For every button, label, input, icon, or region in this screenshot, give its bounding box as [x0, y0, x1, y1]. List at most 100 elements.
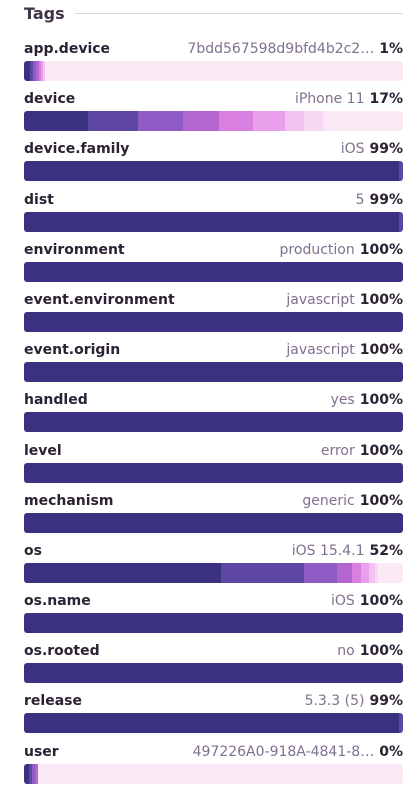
tag-distribution-bar[interactable]: [24, 311, 403, 332]
tag-row-level: level error 100%: [24, 441, 403, 491]
tag-key-label[interactable]: device: [24, 91, 76, 108]
distribution-segment[interactable]: [24, 613, 403, 634]
top-value-summary: no 100%: [337, 643, 403, 659]
tag-key-label[interactable]: release: [24, 693, 82, 710]
distribution-segment[interactable]: [351, 562, 362, 583]
top-value-percent: 1%: [379, 41, 403, 57]
distribution-segment[interactable]: [137, 111, 184, 132]
tag-distribution-bar[interactable]: [24, 61, 403, 81]
distribution-segment[interactable]: [399, 713, 403, 734]
distribution-segment[interactable]: [35, 763, 38, 784]
distribution-segment[interactable]: [24, 562, 222, 583]
tag-distribution-bar[interactable]: [24, 763, 403, 784]
distribution-segment[interactable]: [24, 111, 89, 132]
tag-key-label[interactable]: handled: [24, 392, 88, 409]
top-value-percent: 100%: [359, 492, 403, 509]
distribution-segment[interactable]: [36, 61, 40, 81]
tag-distribution-bar[interactable]: [24, 512, 403, 533]
distribution-segment[interactable]: [304, 111, 324, 132]
distribution-segment[interactable]: [24, 161, 400, 182]
distribution-segment[interactable]: [39, 61, 42, 81]
distribution-segment[interactable]: [24, 462, 403, 483]
top-value-label: generic: [302, 492, 355, 509]
distribution-segment[interactable]: [24, 362, 403, 383]
tag-key-label[interactable]: os: [24, 542, 42, 559]
distribution-segment[interactable]: [29, 61, 34, 81]
tag-key-label[interactable]: os.name: [24, 593, 91, 610]
tag-distribution-bar[interactable]: [24, 261, 403, 282]
distribution-segment[interactable]: [24, 211, 400, 232]
distribution-segment[interactable]: [368, 562, 375, 583]
tag-row-release: release 5.3.3 (5) 99%: [24, 691, 403, 741]
top-value-percent: 0%: [379, 743, 403, 760]
distribution-segment[interactable]: [24, 412, 403, 433]
top-value-percent: 99%: [369, 141, 403, 158]
top-value-label: production: [279, 241, 355, 258]
top-value-percent: 99%: [369, 693, 403, 710]
top-value-summary: javascript 100%: [286, 292, 403, 308]
tag-distribution-bar[interactable]: [24, 362, 403, 383]
distribution-segment[interactable]: [24, 261, 403, 282]
tag-key-label[interactable]: environment: [24, 241, 125, 258]
distribution-segment[interactable]: [33, 61, 37, 81]
tag-distribution-bar[interactable]: [24, 713, 403, 734]
tag-row-handled: handled yes 100%: [24, 390, 403, 440]
tag-key-label[interactable]: user: [24, 743, 59, 760]
distribution-segment[interactable]: [219, 111, 254, 132]
tag-distribution-bar[interactable]: [24, 161, 403, 182]
tag-distribution-bar[interactable]: [24, 663, 403, 684]
tag-key-label[interactable]: device.family: [24, 141, 130, 158]
distribution-segment[interactable]: [28, 763, 33, 784]
header-divider: [74, 12, 403, 14]
top-value-label: iPhone 11: [294, 91, 365, 108]
tag-key-label[interactable]: app.device: [24, 41, 111, 57]
distribution-segment[interactable]: [336, 562, 352, 583]
distribution-segment[interactable]: [43, 61, 45, 81]
distribution-segment[interactable]: [24, 61, 30, 81]
distribution-segment[interactable]: [374, 562, 379, 583]
top-value-label: error: [320, 442, 355, 459]
tag-key-label[interactable]: level: [24, 442, 62, 459]
distribution-segment[interactable]: [32, 763, 36, 784]
tag-row-header: handled yes 100%: [24, 390, 403, 410]
tag-row-dist: dist 5 99%: [24, 190, 403, 240]
distribution-segment[interactable]: [24, 763, 29, 784]
distribution-segment[interactable]: [221, 562, 305, 583]
tag-distribution-bar[interactable]: [24, 211, 403, 232]
tag-distribution-bar[interactable]: [24, 111, 403, 132]
tag-key-label[interactable]: event.origin: [24, 342, 121, 359]
tag-key-label[interactable]: mechanism: [24, 492, 114, 509]
tag-key-label[interactable]: event.environment: [24, 291, 175, 308]
top-value-label: javascript: [286, 291, 355, 308]
distribution-segment[interactable]: [41, 61, 44, 81]
top-value-label: 497226A0-918A-4841-8…: [192, 743, 375, 760]
tag-key-label[interactable]: dist: [24, 191, 54, 208]
top-value-summary: generic 100%: [302, 493, 403, 509]
top-value-summary: yes 100%: [331, 392, 403, 408]
distribution-segment[interactable]: [24, 311, 403, 332]
distribution-segment[interactable]: [183, 111, 220, 132]
distribution-segment[interactable]: [24, 663, 403, 684]
tag-distribution-bar[interactable]: [24, 562, 403, 583]
distribution-segment[interactable]: [399, 161, 403, 182]
tag-row-header: os.rooted no 100%: [24, 641, 403, 661]
distribution-segment[interactable]: [361, 562, 369, 583]
top-value-percent: 100%: [359, 593, 403, 610]
distribution-segment[interactable]: [399, 211, 403, 232]
tag-key-label[interactable]: os.rooted: [24, 643, 100, 660]
tag-row-header: app.device 7bdd567598d9bfd4b2c2… 1%: [24, 39, 403, 59]
tag-row-device-family: device.family iOS 99%: [24, 139, 403, 189]
tag-distribution-bar[interactable]: [24, 462, 403, 483]
top-value-percent: 52%: [369, 542, 403, 559]
tag-distribution-bar[interactable]: [24, 613, 403, 634]
distribution-segment[interactable]: [253, 111, 286, 132]
tag-row-os-rooted: os.rooted no 100%: [24, 641, 403, 691]
distribution-segment[interactable]: [88, 111, 138, 132]
distribution-segment[interactable]: [24, 512, 403, 533]
distribution-segment[interactable]: [304, 562, 337, 583]
tag-distribution-bar[interactable]: [24, 412, 403, 433]
distribution-segment[interactable]: [285, 111, 305, 132]
distribution-segment[interactable]: [24, 713, 400, 734]
tags-section-header: Tags: [24, 2, 403, 24]
top-value-summary: iPhone 11 17%: [295, 91, 403, 107]
